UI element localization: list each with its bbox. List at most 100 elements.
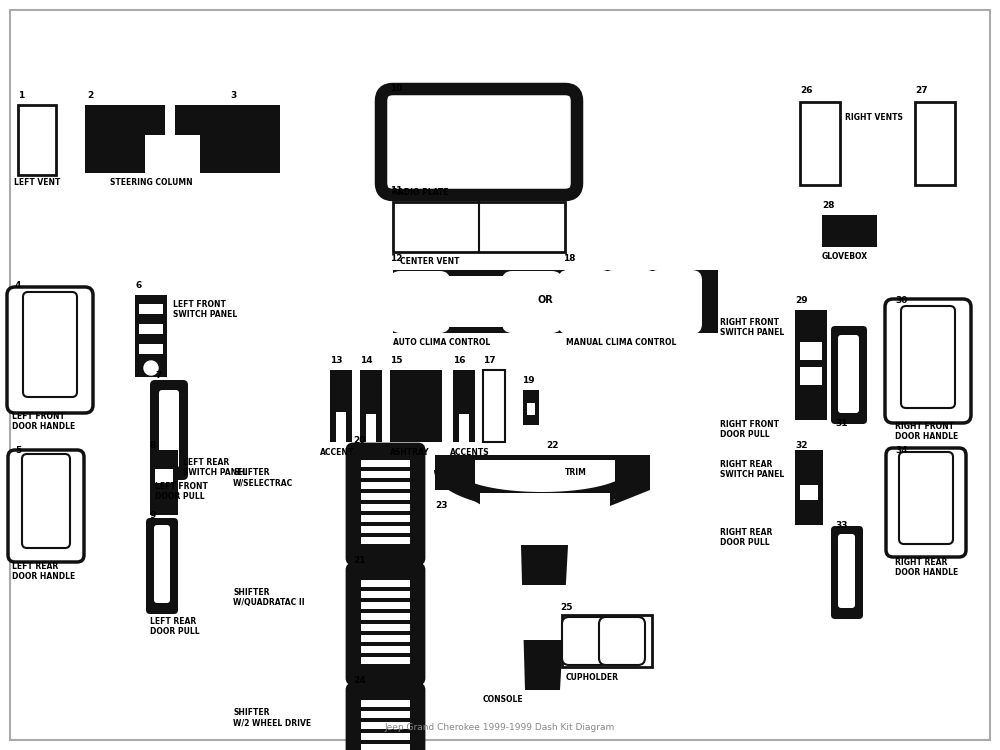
FancyBboxPatch shape bbox=[899, 452, 953, 544]
FancyBboxPatch shape bbox=[831, 326, 867, 424]
Bar bbox=[360, 370, 382, 442]
Bar bbox=[18, 105, 56, 175]
FancyBboxPatch shape bbox=[502, 271, 562, 333]
Text: 9: 9 bbox=[150, 511, 156, 520]
Text: LEFT FRONT
DOOR HANDLE: LEFT FRONT DOOR HANDLE bbox=[12, 412, 75, 431]
FancyBboxPatch shape bbox=[22, 454, 70, 548]
Text: RIGHT REAR
DOOR PULL: RIGHT REAR DOOR PULL bbox=[720, 528, 772, 548]
Text: 19: 19 bbox=[522, 376, 535, 385]
Bar bbox=[139, 324, 163, 334]
Text: 8: 8 bbox=[150, 441, 156, 450]
Text: 16: 16 bbox=[453, 356, 466, 365]
Text: LEFT REAR
SWITCH PANEL: LEFT REAR SWITCH PANEL bbox=[183, 458, 247, 478]
FancyBboxPatch shape bbox=[347, 444, 424, 564]
Bar bbox=[361, 613, 410, 620]
Text: LEFT REAR
DOOR HANDLE: LEFT REAR DOOR HANDLE bbox=[12, 562, 75, 581]
Bar bbox=[361, 580, 410, 587]
Text: 34: 34 bbox=[895, 446, 908, 455]
Text: 30: 30 bbox=[895, 296, 907, 305]
Bar bbox=[527, 403, 535, 415]
FancyBboxPatch shape bbox=[159, 390, 179, 468]
Bar bbox=[150, 450, 178, 515]
Text: 20: 20 bbox=[353, 436, 365, 445]
Bar bbox=[361, 515, 410, 522]
Bar bbox=[361, 591, 410, 598]
Text: RIGHT FRONT
DOOR HANDLE: RIGHT FRONT DOOR HANDLE bbox=[895, 422, 958, 442]
Text: CONSOLE: CONSOLE bbox=[483, 695, 524, 704]
Text: 23: 23 bbox=[435, 501, 448, 510]
Bar bbox=[480, 493, 610, 545]
Text: 29: 29 bbox=[795, 296, 808, 305]
FancyBboxPatch shape bbox=[838, 335, 859, 413]
Bar bbox=[393, 270, 565, 333]
FancyBboxPatch shape bbox=[146, 518, 178, 614]
Bar bbox=[822, 215, 877, 247]
Text: SHIFTER
W/SELECTRAC: SHIFTER W/SELECTRAC bbox=[233, 468, 293, 488]
Bar bbox=[361, 646, 410, 653]
FancyBboxPatch shape bbox=[390, 271, 450, 333]
Text: LEFT FRONT
SWITCH PANEL: LEFT FRONT SWITCH PANEL bbox=[173, 300, 237, 320]
Bar bbox=[361, 700, 410, 707]
Text: 17: 17 bbox=[483, 356, 496, 365]
Text: 3: 3 bbox=[230, 91, 236, 100]
Text: GLOVEBOX: GLOVEBOX bbox=[822, 252, 868, 261]
Text: 27: 27 bbox=[915, 86, 928, 95]
Bar bbox=[361, 624, 410, 631]
Bar bbox=[155, 469, 173, 483]
FancyBboxPatch shape bbox=[154, 525, 170, 603]
Bar bbox=[483, 370, 505, 442]
Text: 33: 33 bbox=[835, 521, 848, 530]
Bar bbox=[915, 102, 955, 185]
Bar bbox=[800, 342, 822, 360]
Bar bbox=[453, 370, 475, 442]
Text: 28: 28 bbox=[822, 201, 834, 210]
Bar bbox=[523, 390, 539, 425]
FancyBboxPatch shape bbox=[885, 299, 971, 423]
Text: 2: 2 bbox=[87, 91, 93, 100]
FancyBboxPatch shape bbox=[901, 306, 955, 408]
Bar bbox=[475, 460, 615, 500]
Bar bbox=[361, 526, 410, 533]
Bar bbox=[562, 615, 652, 667]
Bar bbox=[361, 471, 410, 478]
FancyBboxPatch shape bbox=[347, 564, 424, 684]
Bar bbox=[361, 493, 410, 500]
Text: RADIO PLATE: RADIO PLATE bbox=[392, 188, 448, 197]
Text: LEFT REAR
DOOR PULL: LEFT REAR DOOR PULL bbox=[150, 617, 200, 637]
Text: ASHTRAY: ASHTRAY bbox=[390, 448, 430, 457]
Text: 11: 11 bbox=[390, 186, 402, 195]
Text: SHIFTER
W/2 WHEEL DRIVE: SHIFTER W/2 WHEEL DRIVE bbox=[233, 708, 311, 728]
Text: 24: 24 bbox=[353, 676, 366, 685]
Polygon shape bbox=[175, 105, 280, 173]
Text: LEFT VENT: LEFT VENT bbox=[14, 178, 60, 187]
Bar bbox=[393, 202, 565, 252]
Bar bbox=[361, 537, 410, 544]
Bar bbox=[330, 370, 352, 442]
Text: 13: 13 bbox=[330, 356, 342, 365]
Bar bbox=[361, 711, 410, 718]
Bar bbox=[361, 635, 410, 642]
Bar bbox=[455, 515, 495, 610]
Polygon shape bbox=[435, 455, 650, 690]
Text: RIGHT REAR
DOOR HANDLE: RIGHT REAR DOOR HANDLE bbox=[895, 558, 958, 578]
Text: 4: 4 bbox=[15, 281, 21, 290]
FancyBboxPatch shape bbox=[7, 287, 93, 413]
Bar bbox=[595, 515, 635, 610]
Text: OR: OR bbox=[537, 295, 553, 305]
Text: ACCENTS: ACCENTS bbox=[450, 448, 490, 457]
FancyBboxPatch shape bbox=[831, 526, 863, 619]
Bar bbox=[459, 414, 469, 442]
Bar bbox=[361, 657, 410, 664]
Bar bbox=[139, 344, 163, 354]
Text: 1: 1 bbox=[18, 91, 24, 100]
FancyBboxPatch shape bbox=[599, 617, 645, 665]
Text: TRIM: TRIM bbox=[565, 468, 587, 477]
Text: ACCENT: ACCENT bbox=[320, 448, 354, 457]
FancyBboxPatch shape bbox=[603, 270, 657, 334]
Text: 18: 18 bbox=[563, 254, 576, 263]
Text: RIGHT FRONT
SWITCH PANEL: RIGHT FRONT SWITCH PANEL bbox=[720, 318, 784, 338]
FancyBboxPatch shape bbox=[648, 270, 702, 334]
Text: RIGHT FRONT
DOOR PULL: RIGHT FRONT DOOR PULL bbox=[720, 420, 779, 440]
Text: 21: 21 bbox=[353, 556, 366, 565]
Text: 12: 12 bbox=[390, 254, 402, 263]
